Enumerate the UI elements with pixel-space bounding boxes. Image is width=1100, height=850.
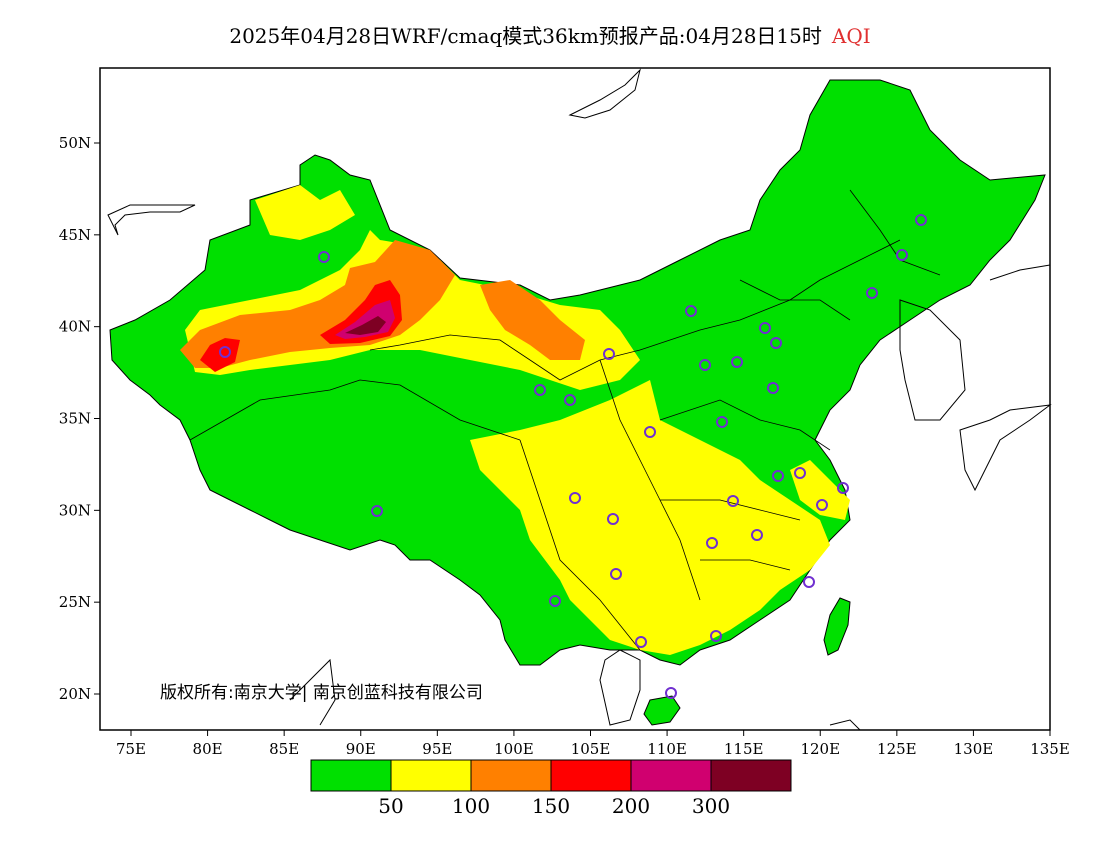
lat-tick-label: 25N — [59, 593, 91, 611]
legend-label: 150 — [532, 794, 570, 818]
neighbor-coastlines — [107, 68, 1052, 731]
province-boundaries — [189, 189, 941, 651]
region-yellow-north-strip — [255, 185, 355, 240]
region-orange-east — [480, 280, 585, 360]
lon-tick-label: 90E — [346, 740, 376, 758]
legend-swatch — [630, 759, 712, 792]
legend-label: 100 — [452, 794, 490, 818]
title-main: 2025年04月28日WRF/cmaq模式36km预报产品:04月28日15时 — [229, 24, 822, 48]
lon-tick-label: 105E — [571, 740, 611, 758]
legend-label: 50 — [378, 794, 403, 818]
station-markers — [219, 214, 927, 699]
lat-tick-label: 40N — [59, 318, 91, 336]
lat-tick-label: 35N — [59, 410, 91, 428]
lon-tick-label: 75E — [116, 740, 146, 758]
china-aqi-field — [109, 79, 1046, 726]
region-taiwan — [823, 597, 851, 656]
lon-tick-label: 115E — [724, 740, 764, 758]
legend-swatch — [550, 759, 632, 792]
lon-tick-label: 100E — [494, 740, 534, 758]
region-hainan — [643, 695, 681, 726]
legend-swatch — [390, 759, 472, 792]
lon-tick-label: 80E — [193, 740, 223, 758]
legend-label: 200 — [612, 794, 650, 818]
map-title: 2025年04月28日WRF/cmaq模式36km预报产品:04月28日15时 A… — [0, 20, 1100, 49]
lon-tick-label: 125E — [877, 740, 917, 758]
lon-tick-label: 130E — [954, 740, 994, 758]
lat-tick-label: 45N — [59, 226, 91, 244]
legend-swatch — [310, 759, 392, 792]
lon-tick-label: 95E — [422, 740, 452, 758]
lon-tick-label: 85E — [269, 740, 299, 758]
legend-swatch — [470, 759, 552, 792]
lat-tick-label: 30N — [59, 501, 91, 519]
lon-tick-label: 135E — [1030, 740, 1070, 758]
latitude-axis: 50N 45N 40N 35N 30N 25N 20N — [59, 134, 100, 703]
region-yellow-central — [470, 380, 830, 655]
lat-tick-label: 50N — [59, 134, 91, 152]
lon-tick-label: 120E — [800, 740, 840, 758]
lat-tick-label: 20N — [59, 685, 91, 703]
lon-tick-label: 110E — [647, 740, 687, 758]
legend-label: 300 — [692, 794, 730, 818]
region-maroon-core — [345, 316, 386, 335]
aqi-legend: 50 100 150 200 300 — [310, 759, 792, 818]
longitude-axis: 75E 80E 85E 90E 95E 100E 105E 110E 115E 120E 125E 1… — [116, 730, 1070, 758]
copyright-text: 版权所有:南京大学| 南京创蓝科技有限公司 — [160, 683, 483, 703]
title-variable: AQI — [831, 24, 871, 48]
legend-swatch — [710, 759, 792, 792]
